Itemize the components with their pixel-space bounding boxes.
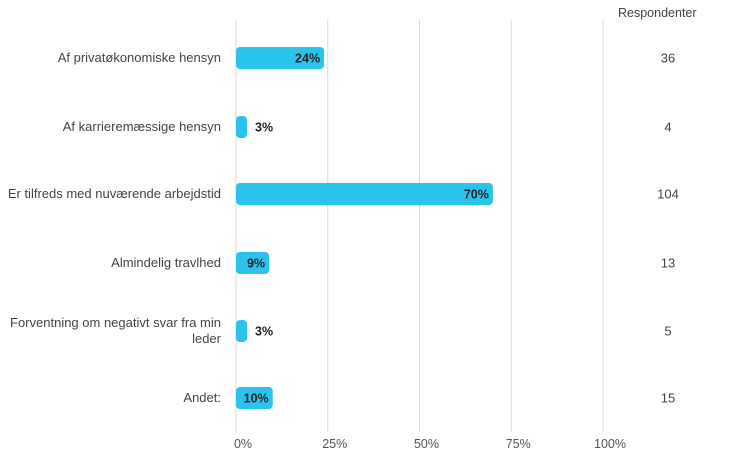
bar-value-label-5: 10% xyxy=(244,392,269,406)
respondents-header: Respondenter xyxy=(618,6,697,20)
category-label-3: Almindelig travlhed xyxy=(111,255,221,270)
category-label-1: Af karrieremæssige hensyn xyxy=(62,119,221,134)
respondents-value-1: 4 xyxy=(664,119,672,135)
x-tick-label-3: 75% xyxy=(505,437,531,451)
bar-value-label-4: 3% xyxy=(255,325,273,339)
respondents-value-0: 36 xyxy=(660,50,676,66)
bar-5 xyxy=(236,387,273,409)
bar-2 xyxy=(236,183,493,205)
x-tick-label-2: 50% xyxy=(413,437,440,451)
respondents-value-3: 13 xyxy=(660,255,676,271)
respondents-value-5: 15 xyxy=(660,390,676,406)
x-tick-label-1: 25% xyxy=(322,437,348,451)
bar-value-label-2: 70% xyxy=(464,188,489,202)
respondents-value-2: 104 xyxy=(657,186,679,202)
bar-1 xyxy=(236,116,248,138)
category-label-5: Andet: xyxy=(183,390,221,405)
bar-0 xyxy=(236,47,325,69)
category-label-2: Er tilfreds med nuværende arbejdstid xyxy=(7,186,221,201)
category-label-4: Forventning om negativt svar fra min led… xyxy=(10,315,221,346)
category-label-0: Af privatøkonomiske hensyn xyxy=(57,50,221,65)
bar-value-label-3: 9% xyxy=(247,257,265,271)
bar-4 xyxy=(236,320,248,342)
x-tick-label-0: 0% xyxy=(233,437,253,451)
bar-3 xyxy=(236,252,270,274)
bar-value-label-1: 3% xyxy=(255,121,273,135)
respondents-value-4: 5 xyxy=(664,323,672,339)
x-tick-label-4: 100% xyxy=(594,437,626,451)
bar-value-label-0: 24% xyxy=(295,52,320,66)
